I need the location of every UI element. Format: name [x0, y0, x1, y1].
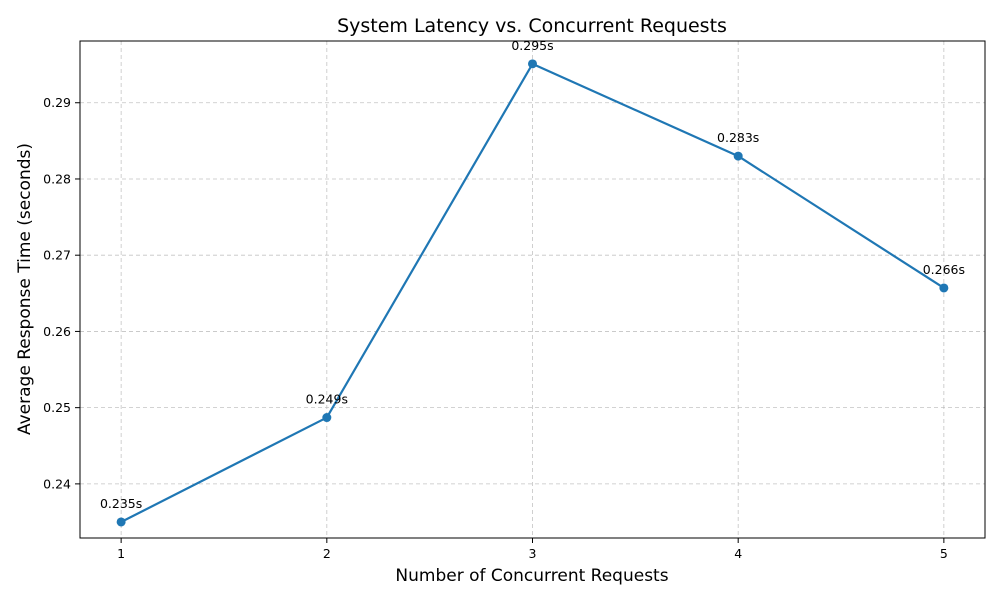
y-tick-label: 0.27	[43, 248, 71, 263]
data-label: 0.249s	[306, 392, 348, 407]
series	[116, 59, 949, 527]
data-point	[116, 517, 126, 527]
x-tick-label: 2	[323, 546, 331, 561]
data-label: 0.266s	[923, 262, 965, 277]
y-tick-label: 0.26	[43, 324, 71, 339]
data-point	[322, 413, 332, 423]
data-point	[733, 151, 743, 161]
y-tick-label: 0.25	[43, 400, 71, 415]
y-axis-label: Average Response Time (seconds)	[15, 143, 35, 435]
data-label: 0.295s	[511, 38, 553, 53]
data-point	[939, 283, 949, 293]
x-axis-label: Number of Concurrent Requests	[395, 566, 668, 586]
y-tick-label: 0.29	[43, 95, 71, 110]
data-point	[528, 59, 537, 69]
data-label: 0.283s	[717, 130, 759, 145]
data-labels: 0.235s 0.249s 0.295s 0.283s 0.266s	[100, 38, 965, 511]
data-label: 0.235s	[100, 496, 142, 511]
grid	[80, 41, 985, 538]
x-tick-label: 3	[529, 546, 537, 561]
y-tick-label: 0.24	[43, 476, 71, 491]
x-tick-label: 1	[117, 546, 125, 561]
axes: 1 2 3 4 5 0.24 0.25 0.26 0.27 0.28 0.29	[43, 40, 986, 561]
chart-title: System Latency vs. Concurrent Requests	[337, 15, 727, 37]
x-tick-label: 4	[734, 546, 742, 561]
x-tick-label: 5	[940, 546, 948, 561]
y-tick-label: 0.28	[43, 171, 71, 186]
